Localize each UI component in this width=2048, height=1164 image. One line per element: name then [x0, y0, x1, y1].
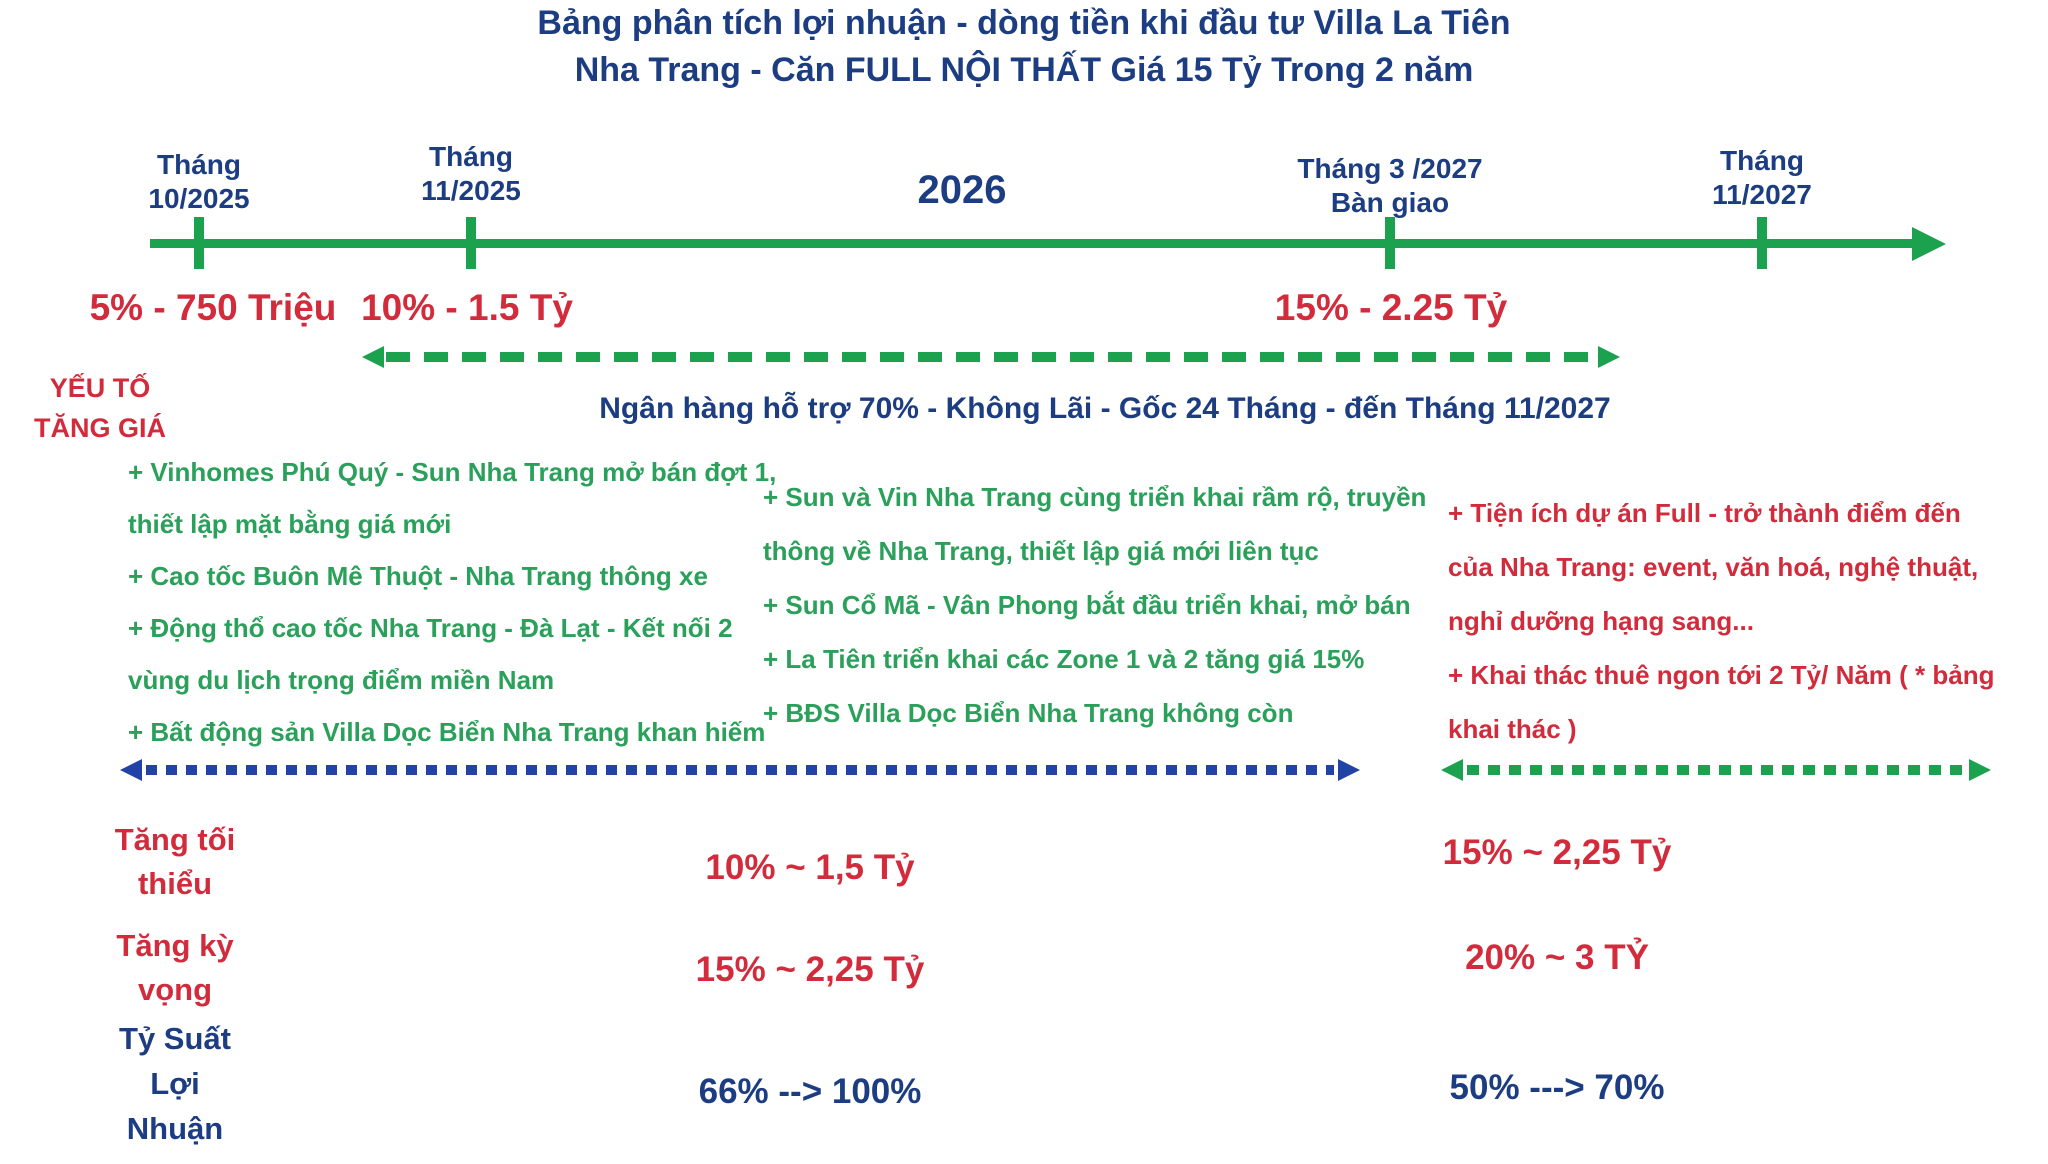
dotted-line	[146, 765, 1334, 775]
payment-value-2: 10% - 1.5 Tỷ	[361, 287, 573, 328]
arrowhead-right-icon	[1969, 759, 1991, 781]
page-title-line2: Nha Trang - Căn FULL NỘI THẤT Giá 15 Tỷ …	[574, 51, 1474, 89]
factor-line: + Động thổ cao tốc Nha Trang - Đà Lạt - …	[128, 613, 733, 643]
factors-heading: YẾU TỐ TĂNG GIÁ	[34, 373, 166, 443]
bank-support-caption: Ngân hàng hỗ trợ 70% - Không Lãi - Gốc 2…	[599, 392, 1611, 425]
milestone-label-oct-2025: Tháng 10/2025	[148, 149, 250, 214]
right-expected-increase-value: 20% ~ 3 TỶ	[1465, 938, 1649, 977]
period-arrow-blue	[120, 759, 1360, 781]
mid-profit-rate-value: 66% --> 100%	[698, 1072, 922, 1111]
factor-line: thông về Nha Trang, thiết lập giá mới li…	[763, 536, 1319, 566]
mid-min-increase-value: 10% ~ 1,5 Tỷ	[705, 848, 915, 887]
factors-column-1: + Vinhomes Phú Quý - Sun Nha Trang mở bá…	[128, 446, 776, 758]
period-arrow-green	[1441, 759, 1991, 781]
row-label-expected-increase: Tăng kỳ vọng	[116, 928, 234, 1007]
factor-line: + Khai thác thuê ngon tới 2 Tỷ/ Năm ( * …	[1448, 660, 1995, 690]
factor-line: của Nha Trang: event, văn hoá, nghệ thuậ…	[1448, 552, 1979, 582]
factor-line: + La Tiên triển khai các Zone 1 và 2 tăn…	[763, 644, 1365, 674]
timeline-tick	[466, 217, 476, 269]
factors-column-2: + Sun và Vin Nha Trang cùng triển khai r…	[763, 470, 1426, 740]
milestone-label-2026: 2026	[917, 168, 1007, 212]
milestone-label-nov-2025: Tháng 11/2025	[421, 141, 521, 206]
arrowhead-left-icon	[1441, 759, 1463, 781]
milestone-label-nov-2027: Tháng 11/2027	[1712, 145, 1812, 210]
timeline-tick	[1385, 217, 1395, 269]
arrowhead-left-icon	[120, 759, 142, 781]
arrowhead-right-icon	[1598, 346, 1620, 368]
bank-support-arrow	[362, 346, 1620, 368]
mid-expected-increase-value: 15% ~ 2,25 Tỷ	[695, 950, 925, 989]
timeline-tick	[194, 217, 204, 269]
factor-line: + Tiện ích dự án Full - trở thành điểm đ…	[1448, 498, 1961, 528]
factors-column-3: + Tiện ích dự án Full - trở thành điểm đ…	[1448, 486, 1994, 756]
factor-line: + Sun Cổ Mã - Vân Phong bắt đầu triển kh…	[763, 590, 1411, 620]
payment-value-1: 5% - 750 Triệu	[89, 287, 337, 328]
milestone-label-mar-2027-handover: Tháng 3 /2027 Bàn giao	[1297, 153, 1483, 218]
right-min-increase-value: 15% ~ 2,25 Tỷ	[1442, 833, 1672, 872]
arrowhead-right-icon	[1338, 759, 1360, 781]
timeline-axis	[150, 239, 1915, 248]
factor-line: + Cao tốc Buôn Mê Thuột - Nha Trang thôn…	[128, 561, 708, 591]
page-title: Bảng phân tích lợi nhuận - dòng tiền khi…	[0, 0, 2048, 94]
factor-line: + Sun và Vin Nha Trang cùng triển khai r…	[763, 482, 1427, 512]
factor-line: thiết lập mặt bằng giá mới	[128, 509, 452, 539]
factor-line: vùng du lịch trọng điểm miền Nam	[128, 665, 555, 695]
arrowhead-left-icon	[362, 346, 384, 368]
factor-line: + BĐS Villa Dọc Biển Nha Trang không còn	[763, 698, 1294, 728]
timeline-tick	[1757, 217, 1767, 269]
right-profit-rate-value: 50% ---> 70%	[1449, 1068, 1665, 1107]
page-title-line1: Bảng phân tích lợi nhuận - dòng tiền khi…	[537, 4, 1511, 42]
payment-value-3: 15% - 2.25 Tỷ	[1274, 287, 1508, 328]
dotted-line	[1467, 765, 1965, 775]
timeline-arrowhead-icon	[1912, 227, 1946, 261]
factor-line: nghỉ dưỡng hạng sang...	[1448, 606, 1754, 636]
dashed-line	[386, 352, 1596, 362]
row-label-profit-rate: Tỷ Suất Lợi Nhuận	[119, 1021, 231, 1146]
factor-line: khai thác )	[1448, 714, 1577, 744]
factor-line: + Bất động sản Villa Dọc Biển Nha Trang …	[128, 717, 766, 747]
row-label-min-increase: Tăng tối thiểu	[114, 822, 236, 901]
factor-line: + Vinhomes Phú Quý - Sun Nha Trang mở bá…	[128, 457, 777, 487]
